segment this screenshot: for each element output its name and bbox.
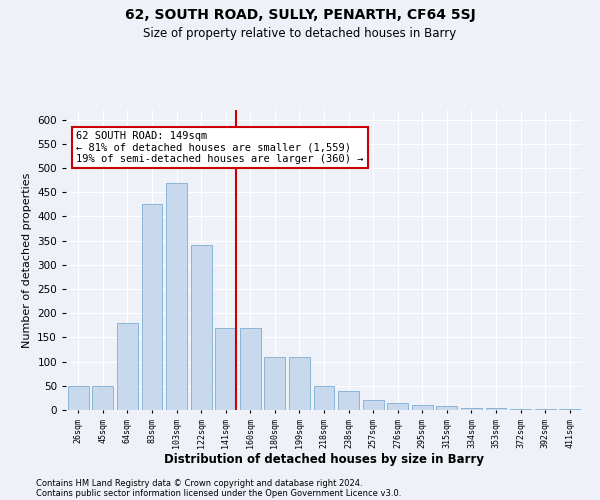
X-axis label: Distribution of detached houses by size in Barry: Distribution of detached houses by size … (164, 453, 484, 466)
Bar (412, 405, 433, 410)
Bar (240, 328, 261, 410)
Bar (215, 328, 236, 410)
Text: Contains public sector information licensed under the Open Government Licence v3: Contains public sector information licen… (36, 488, 401, 498)
Text: Contains HM Land Registry data © Crown copyright and database right 2024.: Contains HM Land Registry data © Crown c… (36, 478, 362, 488)
Bar (436, 406, 457, 410)
Bar (314, 386, 334, 410)
Text: 62 SOUTH ROAD: 149sqm
← 81% of detached houses are smaller (1,559)
19% of semi-d: 62 SOUTH ROAD: 149sqm ← 81% of detached … (76, 131, 364, 164)
Bar (485, 408, 506, 410)
Bar (166, 182, 187, 410)
Bar (142, 204, 163, 410)
Bar (191, 246, 212, 410)
Bar (338, 390, 359, 410)
Bar (68, 386, 89, 410)
Bar (510, 408, 531, 410)
Bar (535, 409, 556, 410)
Bar (461, 408, 482, 410)
Bar (362, 400, 383, 410)
Y-axis label: Number of detached properties: Number of detached properties (22, 172, 32, 348)
Bar (117, 323, 138, 410)
Bar (387, 402, 408, 410)
Bar (92, 386, 113, 410)
Text: 62, SOUTH ROAD, SULLY, PENARTH, CF64 5SJ: 62, SOUTH ROAD, SULLY, PENARTH, CF64 5SJ (125, 8, 475, 22)
Text: Size of property relative to detached houses in Barry: Size of property relative to detached ho… (143, 28, 457, 40)
Bar (289, 357, 310, 410)
Bar (265, 357, 286, 410)
Bar (559, 409, 580, 410)
